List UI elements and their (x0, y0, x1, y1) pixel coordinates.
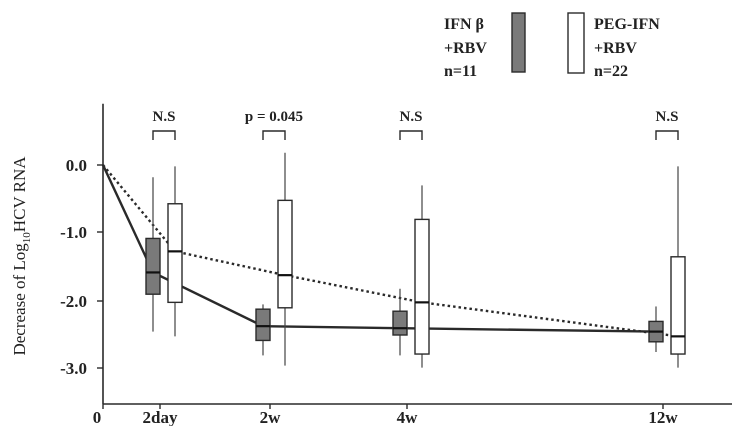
box-12w-series-2 (670, 166, 686, 368)
legend-swatch (567, 12, 585, 74)
significance-label: N.S (153, 109, 176, 125)
box-12w-series-1 (648, 306, 664, 352)
legend-label-line1: IFN β (444, 16, 484, 33)
box-2w-series-1 (255, 304, 271, 356)
significance-label: p = 0.045 (245, 109, 303, 125)
box-iqr (277, 199, 293, 309)
legend-label-line1: PEG-IFN (594, 16, 660, 33)
significance-bracket (262, 130, 286, 140)
mean-lines (101, 164, 679, 338)
box-iqr (255, 308, 271, 342)
y-tick-label: -3.0 (60, 359, 87, 378)
box-iqr (414, 218, 430, 355)
y-tick-label: -2.0 (60, 292, 87, 311)
y-axis-title-subscript: 10 (21, 232, 33, 244)
box-2day-series-2 (167, 166, 183, 337)
legend-swatch (511, 12, 526, 73)
box-4w-series-1 (392, 288, 408, 356)
significance-2day: N.S (152, 109, 176, 140)
significance-4w: N.S (399, 109, 423, 140)
y-tick-label: 0.0 (66, 156, 87, 175)
box-iqr (167, 203, 183, 304)
legend-item-2: PEG-IFN +RBV n=22 (567, 12, 660, 80)
legend-label-line3: n=22 (594, 63, 628, 80)
y-axis-title-suffix: HCV RNA (10, 156, 29, 232)
significance-bracket (655, 130, 679, 140)
box-2w-series-2 (277, 152, 293, 366)
y-axis-title: Decrease of Log10HCV RNA (10, 156, 33, 356)
legend-label-line3: n=11 (444, 63, 477, 80)
y-tick-label: -1.0 (60, 223, 87, 242)
box-iqr (392, 310, 408, 336)
y-axis-title-group: Decrease of Log10HCV RNA (10, 156, 33, 356)
axes: 0.0 -1.0 -2.0 -3.0 0 2day 2w 4w 12w (60, 103, 732, 426)
legend-item-1: IFN β +RBV n=11 (444, 12, 526, 80)
x-tick-label: 2day (143, 408, 178, 426)
significance-12w: N.S (655, 109, 679, 140)
y-axis-title-main: Decrease of Log (10, 243, 29, 356)
x-tick-label: 12w (648, 408, 678, 426)
legend-label-line2: +RBV (594, 40, 637, 57)
x-tick-label: 2w (260, 408, 282, 426)
mean-line-series-2 (102, 164, 679, 338)
legend: IFN β +RBV n=11 PEG-IFN +RBV n=22 (444, 12, 660, 80)
significance-label: N.S (656, 109, 679, 125)
legend-label-line2: +RBV (444, 40, 487, 57)
significance-2w: p = 0.045 (245, 109, 303, 140)
x-tick-label: 0 (93, 408, 102, 426)
box-iqr (145, 237, 161, 295)
significance-annotations: N.S p = 0.045 N.S N.S (152, 109, 679, 140)
significance-bracket (399, 130, 423, 140)
box-iqr (670, 256, 686, 355)
box-4w-series-2 (414, 185, 430, 368)
significance-label: N.S (400, 109, 423, 125)
boxes (145, 152, 686, 368)
mean-line-series-1 (101, 164, 657, 333)
significance-bracket (152, 130, 176, 140)
box-2day-series-1 (145, 177, 161, 332)
x-tick-label: 4w (397, 408, 419, 426)
